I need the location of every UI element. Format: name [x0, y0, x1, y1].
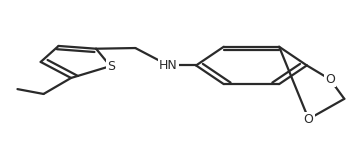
Text: O: O	[304, 112, 314, 126]
Text: O: O	[325, 73, 335, 86]
Text: HN: HN	[159, 59, 178, 72]
Text: S: S	[107, 60, 116, 73]
